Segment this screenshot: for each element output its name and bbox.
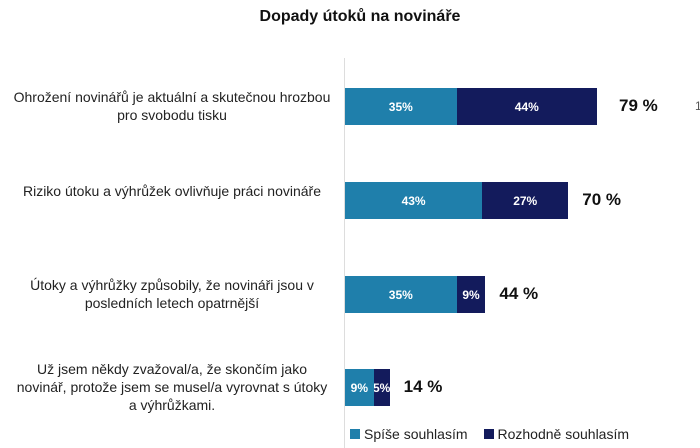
bar-segment: 35% [345,276,457,313]
bar-segment: 9% [345,369,374,406]
legend-label: Rozhodně souhlasím [497,426,630,442]
category-label: Riziko útoku a výhrůžek ovlivňuje práci … [22,183,322,199]
bar-segment: 5% [373,369,390,406]
bar-segment: 43% [345,182,483,219]
bar-segment: 44% [456,88,597,125]
legend-item-rozhodne: Rozhodně souhlasím [483,426,630,442]
total-label: 79 % [619,96,658,115]
category-label: Ohrožení novinářů je aktuální a skutečno… [13,89,331,123]
total-label: 70 % [582,190,622,209]
legend: Spíše souhlasím Rozhodně souhlasím [350,426,629,442]
bar-segment: 27% [482,182,569,219]
cut-off-text: 1 [695,99,700,113]
bar-segment: 35% [345,88,457,125]
legend-swatch [483,429,494,439]
category-label: Už jsem někdy zvažoval/a, že skončím jak… [16,361,328,413]
legend-item-spise: Spíše souhlasím [350,426,468,442]
total-label: 44 % [499,284,539,303]
category-axis-line [344,58,345,448]
bar-segment: 9% [456,276,486,313]
category-label: Útoky a výhrůžky způsobily, že novináři … [30,277,314,311]
legend-label: Spíše souhlasím [364,426,468,442]
total-label: 14 % [403,377,443,396]
chart-title: Dopady útoků na novináře [259,8,461,25]
legend-swatch [350,429,360,439]
